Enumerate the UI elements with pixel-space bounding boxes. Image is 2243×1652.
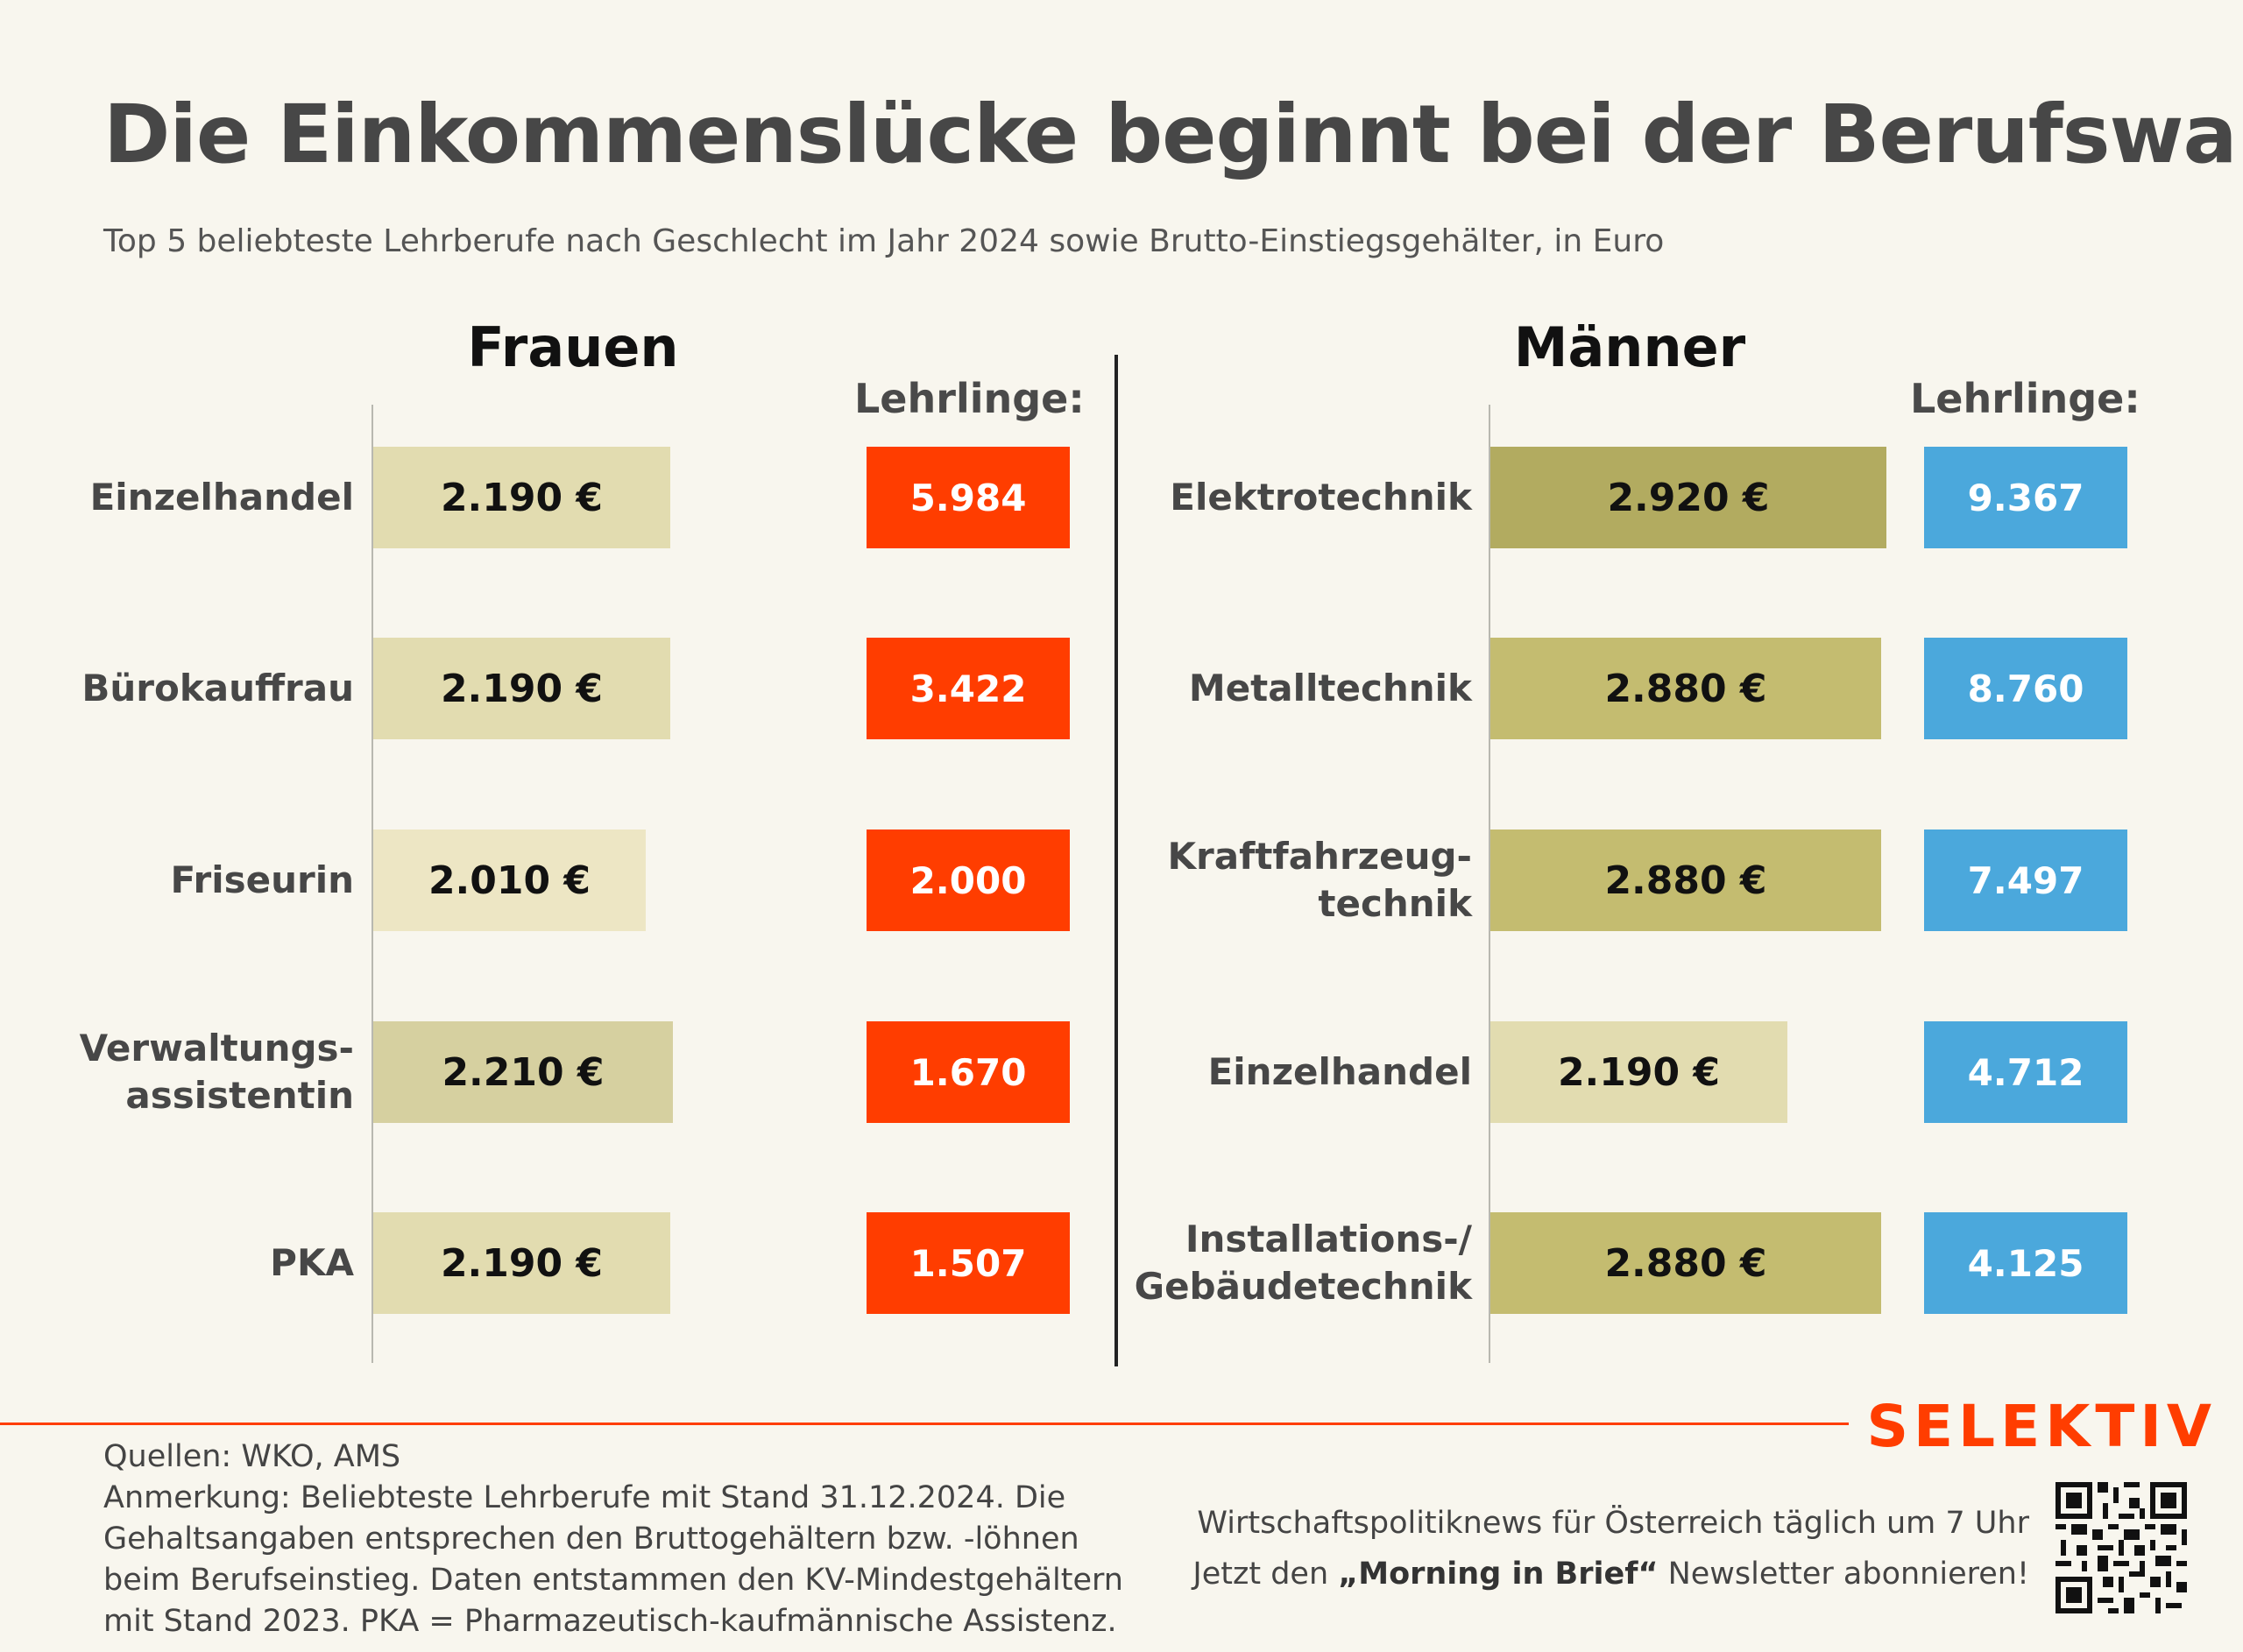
salary-bar-frauen-3: 2.010 €: [373, 830, 646, 931]
category-label-maenner-5: Installations-/ Gebäudetechnik: [1134, 1218, 1472, 1308]
note-line: Gehaltsangaben entsprechen den Bruttogeh…: [103, 1521, 1079, 1557]
category-label-maenner-2: Metalltechnik: [1188, 667, 1472, 710]
panel-divider: [1114, 355, 1118, 1366]
note-line: Anmerkung: Beliebteste Lehrberufe mit St…: [103, 1480, 1066, 1515]
salary-label: 2.010 €: [428, 858, 591, 903]
note-line: beim Berufseinstieg. Daten entstammen de…: [103, 1563, 1123, 1598]
axis-line-frauen: [371, 405, 373, 1363]
category-label-maenner-3: Kraftfahrzeug- technik: [1167, 835, 1472, 925]
salary-label: 2.920 €: [1607, 475, 1770, 520]
category-label-frauen-1: Einzelhandel: [89, 476, 354, 519]
category-label-maenner-1: Elektrotechnik: [1170, 476, 1472, 519]
salary-bar-frauen-4: 2.210 €: [373, 1021, 673, 1123]
salary-label: 2.190 €: [440, 666, 604, 711]
salary-bar-maenner-2: 2.880 €: [1490, 638, 1881, 739]
salary-label: 2.880 €: [1604, 666, 1767, 711]
salary-bar-frauen-1: 2.190 €: [373, 447, 670, 548]
apprentice-count-frauen-2: 3.422: [867, 638, 1070, 739]
apprentice-count-maenner-3: 7.497: [1924, 830, 2127, 931]
apprentice-count-frauen-1: 5.984: [867, 447, 1070, 548]
salary-bar-maenner-3: 2.880 €: [1490, 830, 1881, 931]
chart-subtitle: Top 5 beliebteste Lehrberufe nach Geschl…: [103, 223, 1665, 259]
salary-bar-frauen-5: 2.190 €: [373, 1212, 670, 1314]
category-label-frauen-3: Friseurin: [170, 858, 354, 901]
brand-logo: SELEKTIV: [1866, 1393, 2217, 1460]
apprentice-count-frauen-5: 1.507: [867, 1212, 1070, 1314]
panel-title-frauen: Frauen: [467, 315, 679, 379]
apprentice-count-frauen-3: 2.000: [867, 830, 1070, 931]
note-line: mit Stand 2023. PKA = Pharmazeutisch-kau…: [103, 1604, 1117, 1639]
apprentice-count-maenner-1: 9.367: [1924, 447, 2127, 548]
salary-label: 2.210 €: [442, 1049, 605, 1095]
category-label-maenner-4: Einzelhandel: [1207, 1050, 1472, 1093]
note-line: Quellen: WKO, AMS: [103, 1439, 401, 1474]
apprentice-count-frauen-4: 1.670: [867, 1021, 1070, 1123]
salary-bar-frauen-2: 2.190 €: [373, 638, 670, 739]
category-label-frauen-5: PKA: [270, 1241, 354, 1284]
salary-label: 2.880 €: [1604, 1240, 1767, 1286]
salary-bar-maenner-4: 2.190 €: [1490, 1021, 1787, 1123]
salary-label: 2.190 €: [1557, 1049, 1721, 1095]
apprentice-count-maenner-5: 4.125: [1924, 1212, 2127, 1314]
qr-code-icon[interactable]: [2055, 1482, 2187, 1613]
promo-line-2[interactable]: Jetzt den „Morning in Brief“ Newsletter …: [1192, 1557, 2029, 1592]
count-header-frauen: Lehrlinge:: [854, 375, 1085, 422]
count-header-maenner: Lehrlinge:: [1910, 375, 2140, 422]
salary-label: 2.880 €: [1604, 858, 1767, 903]
salary-bar-maenner-1: 2.920 €: [1490, 447, 1886, 548]
apprentice-count-maenner-2: 8.760: [1924, 638, 2127, 739]
footer-rule: [0, 1423, 1849, 1425]
panel-title-maenner: Männer: [1513, 315, 1746, 379]
category-label-frauen-4: Verwaltungs- assistentin: [79, 1027, 354, 1117]
newsletter-promo: Wirtschaftspolitiknews für Österreich tä…: [1192, 1498, 2029, 1599]
newsletter-name[interactable]: „Morning in Brief“: [1338, 1557, 1659, 1592]
apprentice-count-maenner-4: 4.712: [1924, 1021, 2127, 1123]
salary-label: 2.190 €: [440, 1240, 604, 1286]
chart-title: Die Einkommenslücke beginnt bei der Beru…: [103, 88, 2243, 181]
promo-line-1: Wirtschaftspolitiknews für Österreich tä…: [1197, 1506, 2029, 1541]
salary-bar-maenner-5: 2.880 €: [1490, 1212, 1881, 1314]
source-notes: Quellen: WKO, AMS Anmerkung: Beliebteste…: [103, 1437, 1181, 1642]
salary-label: 2.190 €: [440, 475, 604, 520]
category-label-frauen-2: Bürokauffrau: [81, 667, 354, 710]
axis-line-maenner: [1489, 405, 1490, 1363]
